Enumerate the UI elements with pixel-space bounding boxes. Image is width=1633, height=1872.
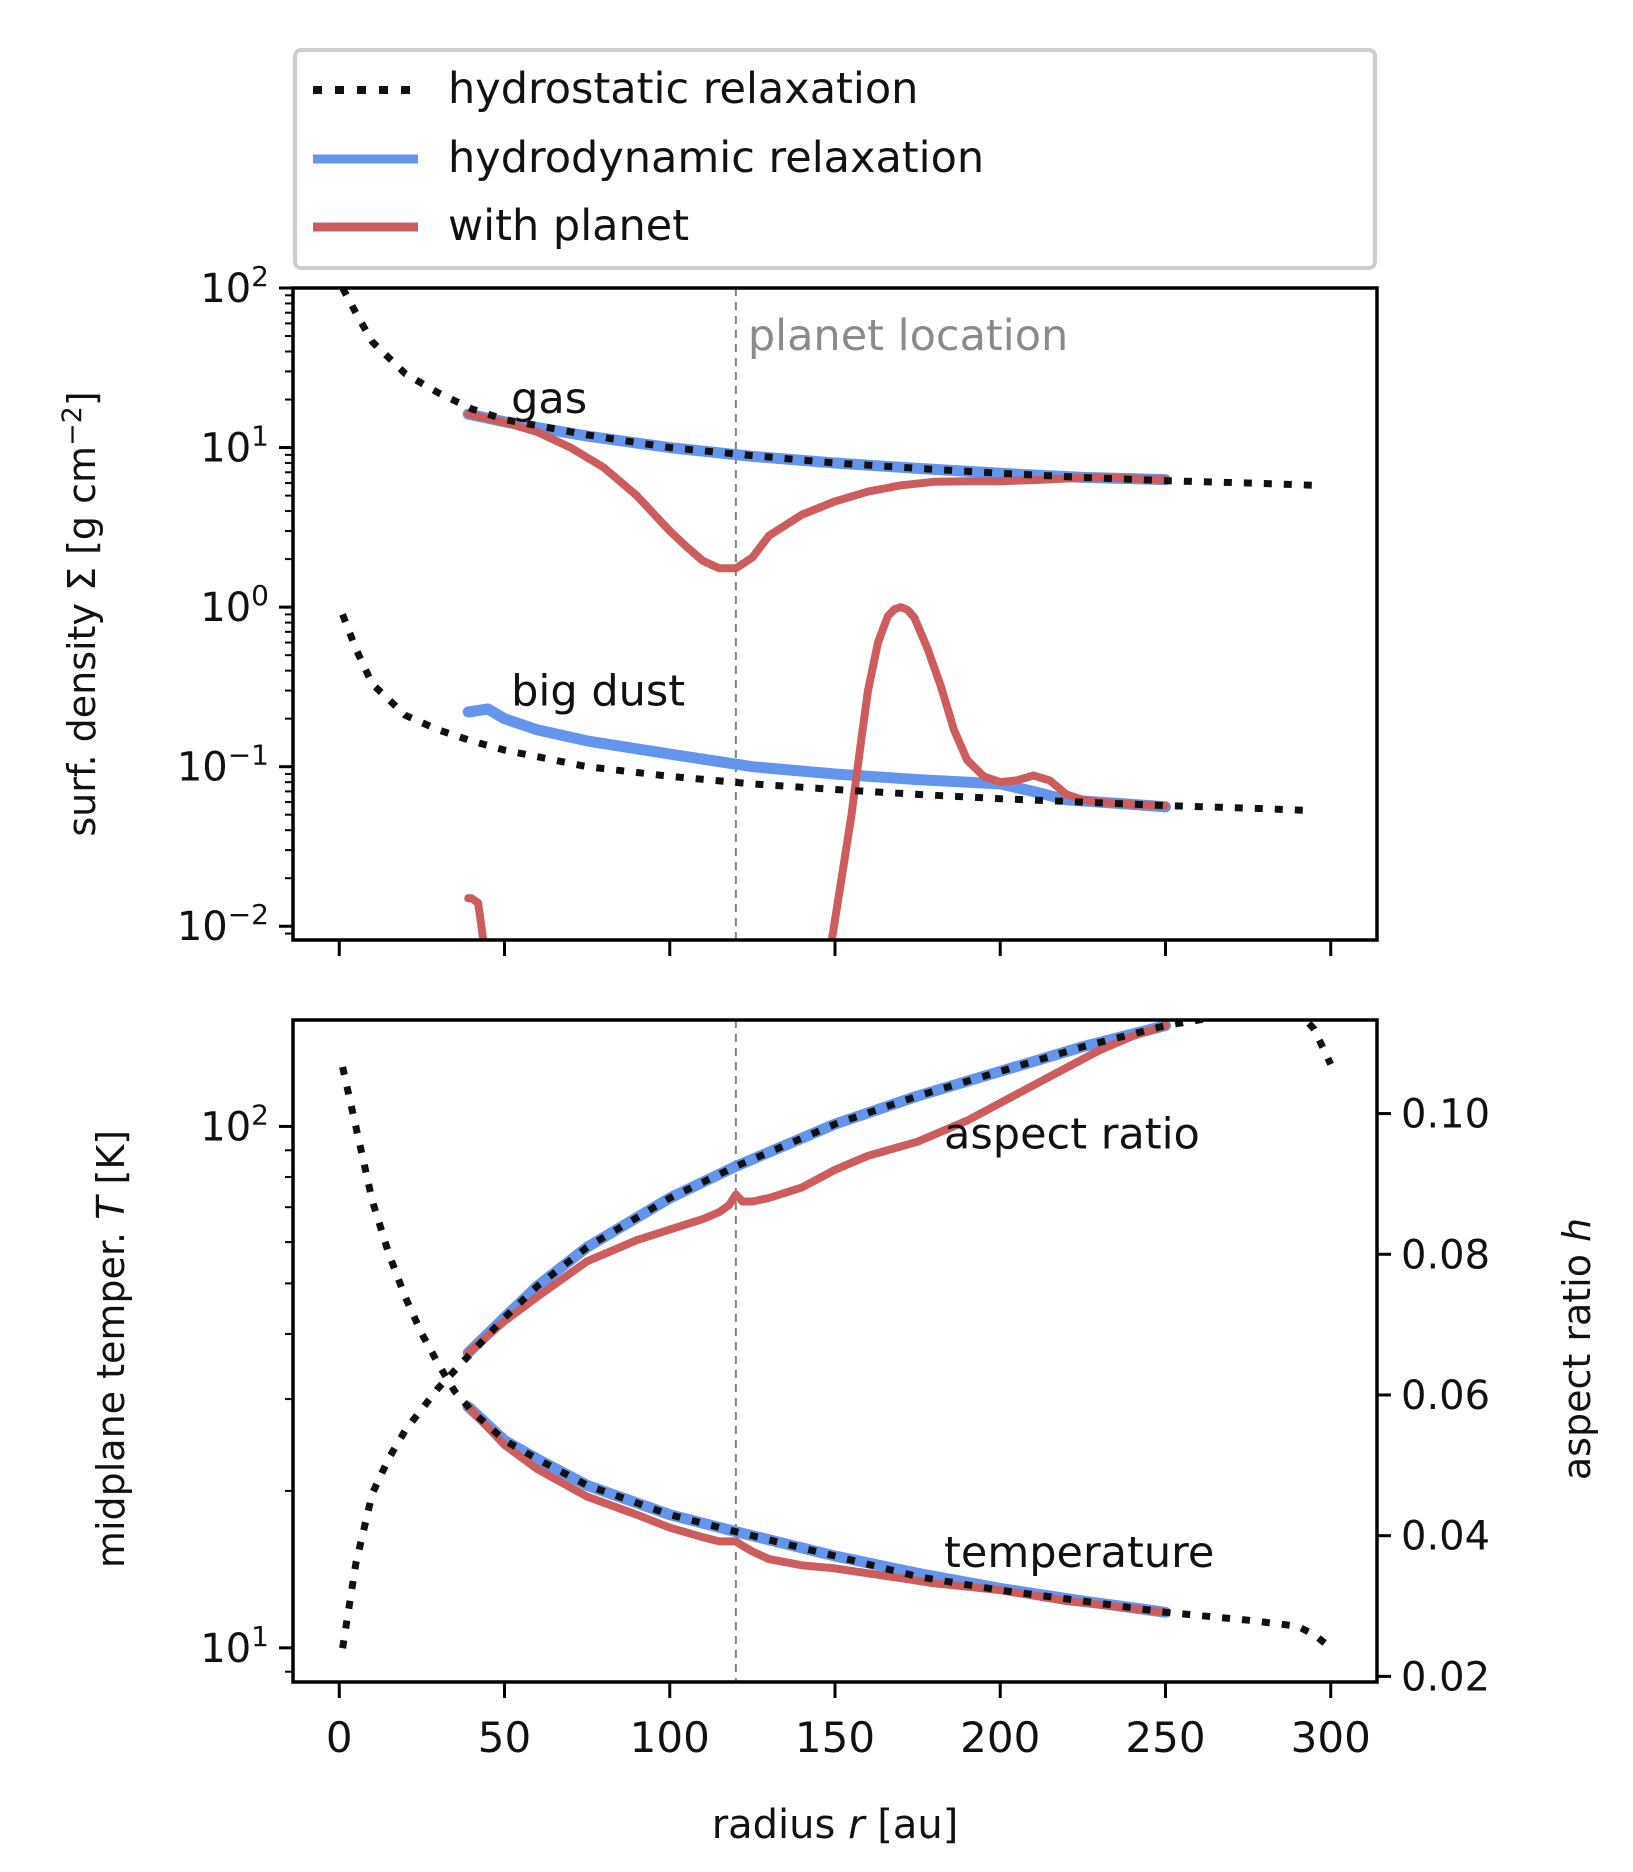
bottom-y-tick-label: 101 bbox=[200, 1620, 269, 1672]
top-y-tick-label: 100 bbox=[200, 579, 269, 631]
bottom-right-y-tick-label: 0.10 bbox=[1401, 1092, 1490, 1138]
x-tick-label: 0 bbox=[326, 1713, 353, 1762]
top-y-tick-label: 102 bbox=[200, 260, 269, 312]
bottom-right-y-ticks: 0.02 0.04 0.06 0.08 0.10 bbox=[1377, 1092, 1490, 1700]
bottom-y-ticks: 102 101 bbox=[200, 1098, 293, 1673]
bottom-right-y-tick-label: 0.04 bbox=[1401, 1514, 1490, 1560]
legend-label-planet: with planet bbox=[448, 201, 689, 251]
x-tick-label: 200 bbox=[960, 1713, 1040, 1762]
top-line-gas-hydrodynamic-relaxation bbox=[462, 408, 1171, 486]
top-y-tick-label: 10−2 bbox=[177, 898, 269, 950]
top-panel: 102 101 100 10−1 10−2 planet location gas bi… bbox=[57, 260, 1379, 956]
bottom-line-aspect-ratio-with-planet bbox=[464, 1021, 1170, 1357]
top-plot-frame bbox=[291, 286, 1379, 942]
bottom-y-tick-label: 102 bbox=[200, 1098, 269, 1150]
bottom-series bbox=[339, 1020, 1334, 1651]
bottom-line-aspect-ratio-hydrostatic-relaxation bbox=[339, 1020, 1334, 1649]
top-line-big-dust-hydrostatic-relaxation bbox=[339, 613, 1315, 815]
top-line-big-dust-with-planet-inner- bbox=[464, 894, 488, 940]
top-y-ticks: 102 101 100 10−1 10−2 bbox=[177, 260, 293, 950]
top-line-gas-with-planet bbox=[464, 410, 1170, 573]
top-y-axis-label: surf. density Σ [g cm−2] bbox=[57, 391, 104, 836]
top-line-big-dust-with-planet-outer- bbox=[827, 603, 1170, 940]
annotation-big-dust: big dust bbox=[511, 666, 685, 716]
annotation-temperature: temperature bbox=[944, 1528, 1214, 1578]
bottom-line-temperature-hydrostatic-relaxation bbox=[339, 1066, 1333, 1651]
x-axis-label: radius r [au] bbox=[712, 1802, 959, 1848]
bottom-right-y-tick-label: 0.02 bbox=[1401, 1654, 1490, 1700]
legend-frame bbox=[293, 48, 1377, 270]
x-tick-label: 300 bbox=[1291, 1713, 1371, 1762]
bottom-right-y-tick-label: 0.06 bbox=[1401, 1373, 1490, 1419]
bottom-right-y-axis-label: aspect ratio h bbox=[1555, 1218, 1599, 1480]
bottom-panel: 102 101 0.02 0.04 0.06 0.08 0.10 0 50 100 150 200… bbox=[89, 1018, 1599, 1848]
planet-location-label: planet location bbox=[748, 311, 1068, 361]
bottom-plot-frame bbox=[291, 1018, 1379, 1684]
bottom-x-ticks: 0 50 100 150 200 250 300 bbox=[326, 1682, 1371, 1762]
top-y-tick-label: 101 bbox=[200, 420, 269, 472]
bottom-line-temperature-hydrodynamic-relaxation bbox=[462, 1401, 1171, 1618]
annotation-aspect-ratio: aspect ratio bbox=[944, 1110, 1200, 1160]
bottom-y-axis-label: midplane temper. T [K] bbox=[89, 1130, 133, 1568]
top-series bbox=[339, 288, 1315, 940]
legend-label-hydrodynamic: hydrodynamic relaxation bbox=[448, 133, 984, 183]
legend-label-hydrostatic: hydrostatic relaxation bbox=[448, 64, 918, 114]
x-tick-label: 50 bbox=[478, 1713, 531, 1762]
top-line-gas-hydrostatic-relaxation bbox=[339, 288, 1315, 489]
x-tick-label: 150 bbox=[795, 1713, 875, 1762]
top-y-tick-label: 10−1 bbox=[177, 739, 269, 791]
x-tick-label: 250 bbox=[1125, 1713, 1205, 1762]
top-x-ticks bbox=[337, 940, 1333, 956]
bottom-line-temperature-with-planet bbox=[464, 1402, 1170, 1617]
bottom-right-y-tick-label: 0.08 bbox=[1401, 1232, 1490, 1278]
annotation-gas: gas bbox=[511, 374, 587, 424]
x-tick-label: 100 bbox=[630, 1713, 710, 1762]
legend: hydrostatic relaxation hydrodynamic rela… bbox=[293, 48, 1377, 270]
